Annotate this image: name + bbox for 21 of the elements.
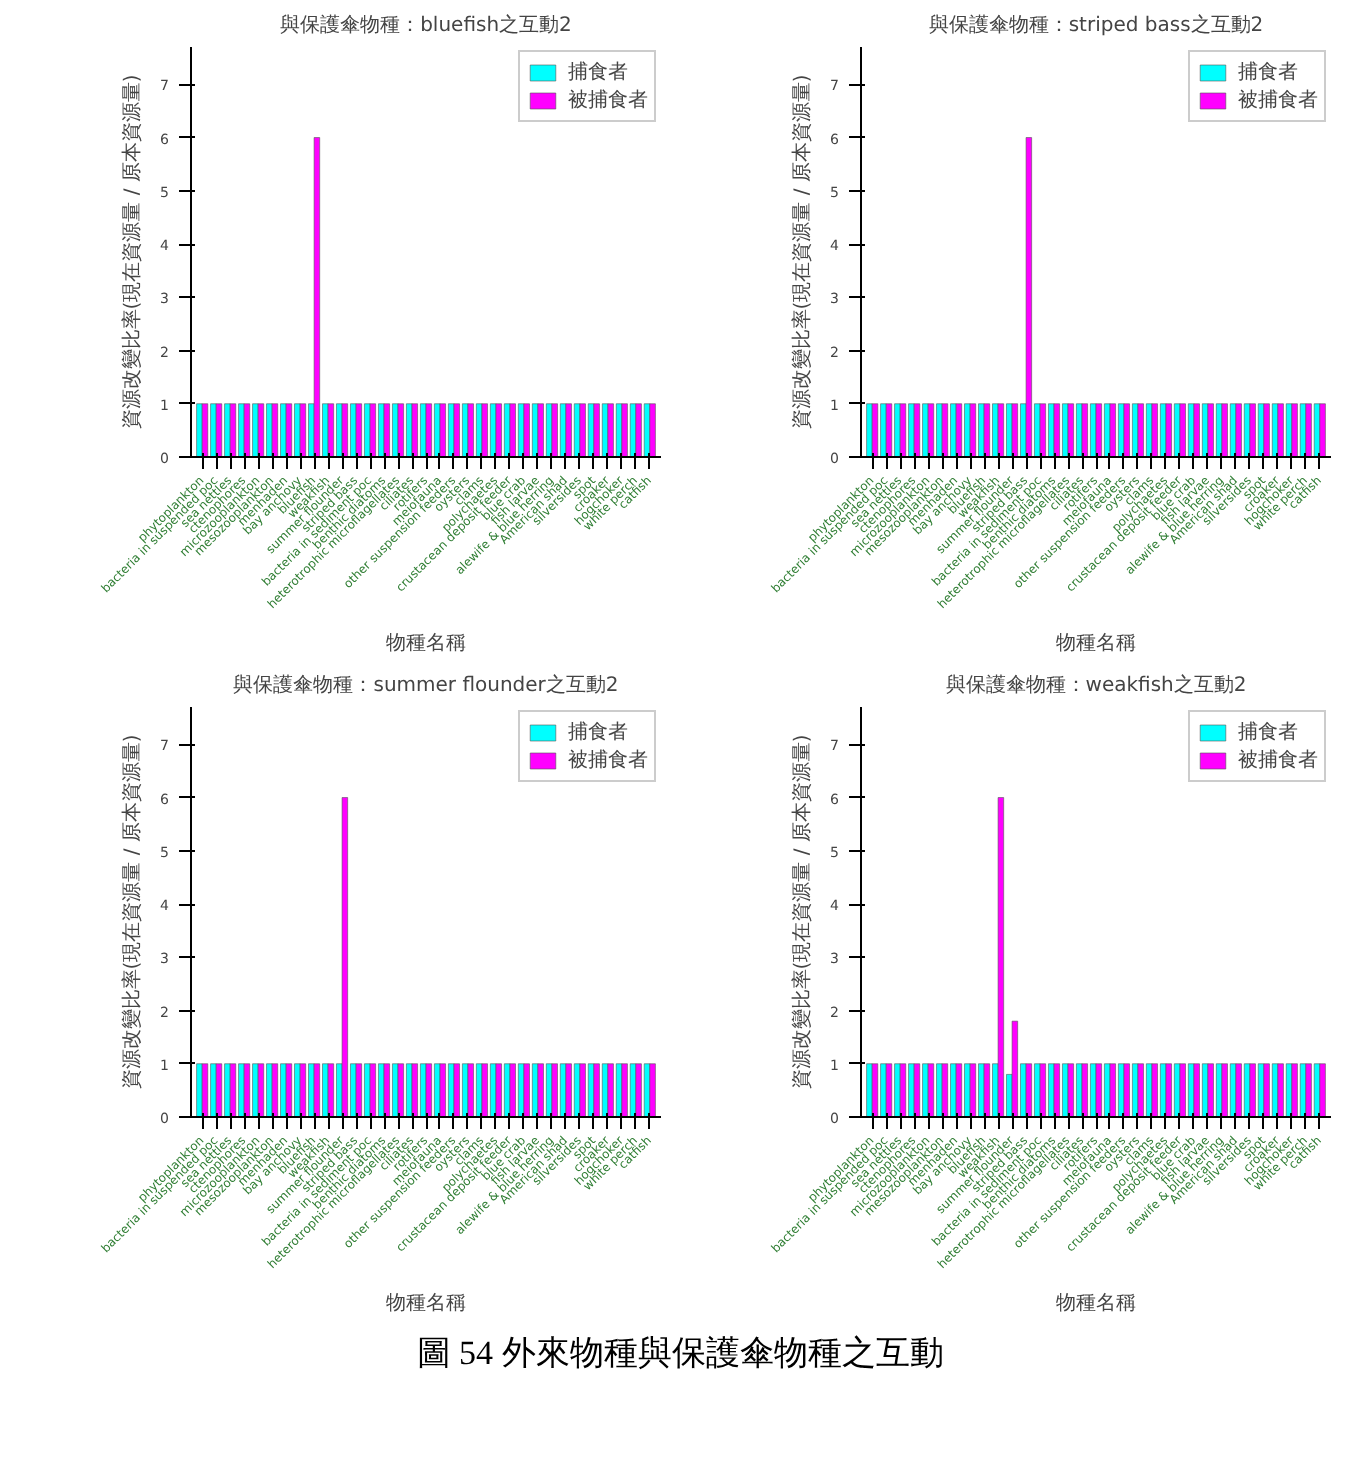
legend-label: 被捕食者 — [568, 87, 648, 114]
x-axis-title: 物種名稱 — [386, 1290, 466, 1315]
legend-label: 捕食者 — [568, 59, 628, 86]
y-axis-title: 資源改變比率(現在資源量 / 原本資源量) — [790, 74, 815, 430]
chart-title: 與保護傘物種：weakfish之互動2 — [945, 673, 1247, 697]
legend-label: 被捕食者 — [1238, 747, 1318, 774]
chart-title: 與保護傘物種：striped bass之互動2 — [928, 13, 1264, 37]
legend-label: 捕食者 — [1238, 719, 1298, 746]
y-axis-title: 資源改變比率(現在資源量 / 原本資源量) — [120, 74, 145, 430]
y-axis-title: 資源改變比率(現在資源量 / 原本資源量) — [120, 734, 145, 1090]
y-axis-title: 資源改變比率(現在資源量 / 原本資源量) — [790, 734, 815, 1090]
legend-label: 捕食者 — [568, 719, 628, 746]
legend-label: 被捕食者 — [568, 747, 648, 774]
chart-title: 與保護傘物種：bluefish之互動2 — [280, 13, 572, 37]
x-axis-title: 物種名稱 — [1056, 1290, 1136, 1315]
x-axis-title: 物種名稱 — [1056, 630, 1136, 655]
legend-label: 捕食者 — [1238, 59, 1298, 86]
chart-title: 與保護傘物種：summer flounder之互動2 — [233, 673, 619, 697]
legend-label: 被捕食者 — [1238, 87, 1318, 114]
caption: 圖 54 外來物種與保護傘物種之互動 — [416, 1332, 944, 1376]
x-axis-title: 物種名稱 — [386, 630, 466, 655]
